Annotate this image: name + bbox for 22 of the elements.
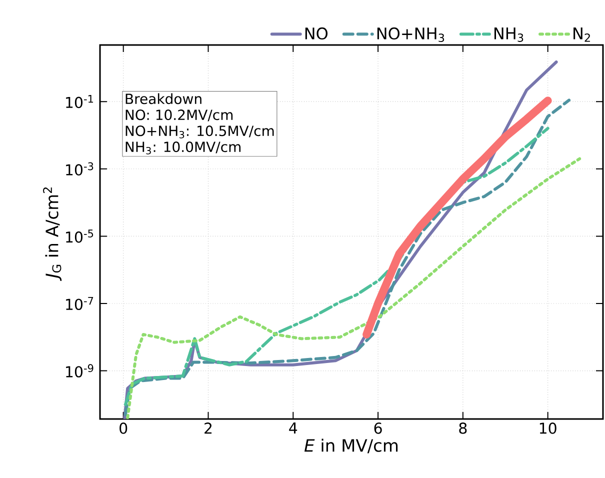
annotation: NH$_{3}$: 10.0MV/cm: [126, 142, 241, 154]
x-tick-label: 10: [540, 422, 556, 434]
y-tick-label: 10$^{-5}$: [66, 230, 94, 243]
y-axis-title: J$_{G}$ in A/cm$^{2}$: [43, 187, 62, 281]
y-tick-label: 10$^{-7}$: [66, 296, 94, 310]
x-tick-label: 0: [120, 422, 128, 434]
x-tick-label: 8: [459, 422, 467, 434]
y-tick-label: 10$^{-9}$: [66, 364, 94, 378]
x-tick-label: 6: [374, 422, 382, 434]
x-tick-label: 4: [289, 422, 298, 434]
legend-label: NH$_{3}$: [494, 28, 524, 42]
x-axis-title: E in MV/cm: [304, 438, 398, 454]
y-tick-label: 10$^{-1}$: [66, 95, 93, 108]
legend-label: N$_{2}$: [574, 28, 590, 42]
x-tick-label: 2: [204, 422, 212, 434]
annotation: NO: 10.2MV/cm: [126, 110, 233, 122]
legend-label: NO: [305, 27, 328, 40]
line-series: [126, 157, 582, 419]
annotation: Breakdown: [126, 93, 202, 104]
legend-label: NO+NH$_{3}$: [377, 27, 444, 42]
y-tick-label: 10$^{-3}$: [66, 162, 94, 176]
annotation: NO+NH$_{3}$: 10.5MV/cm: [126, 126, 274, 138]
